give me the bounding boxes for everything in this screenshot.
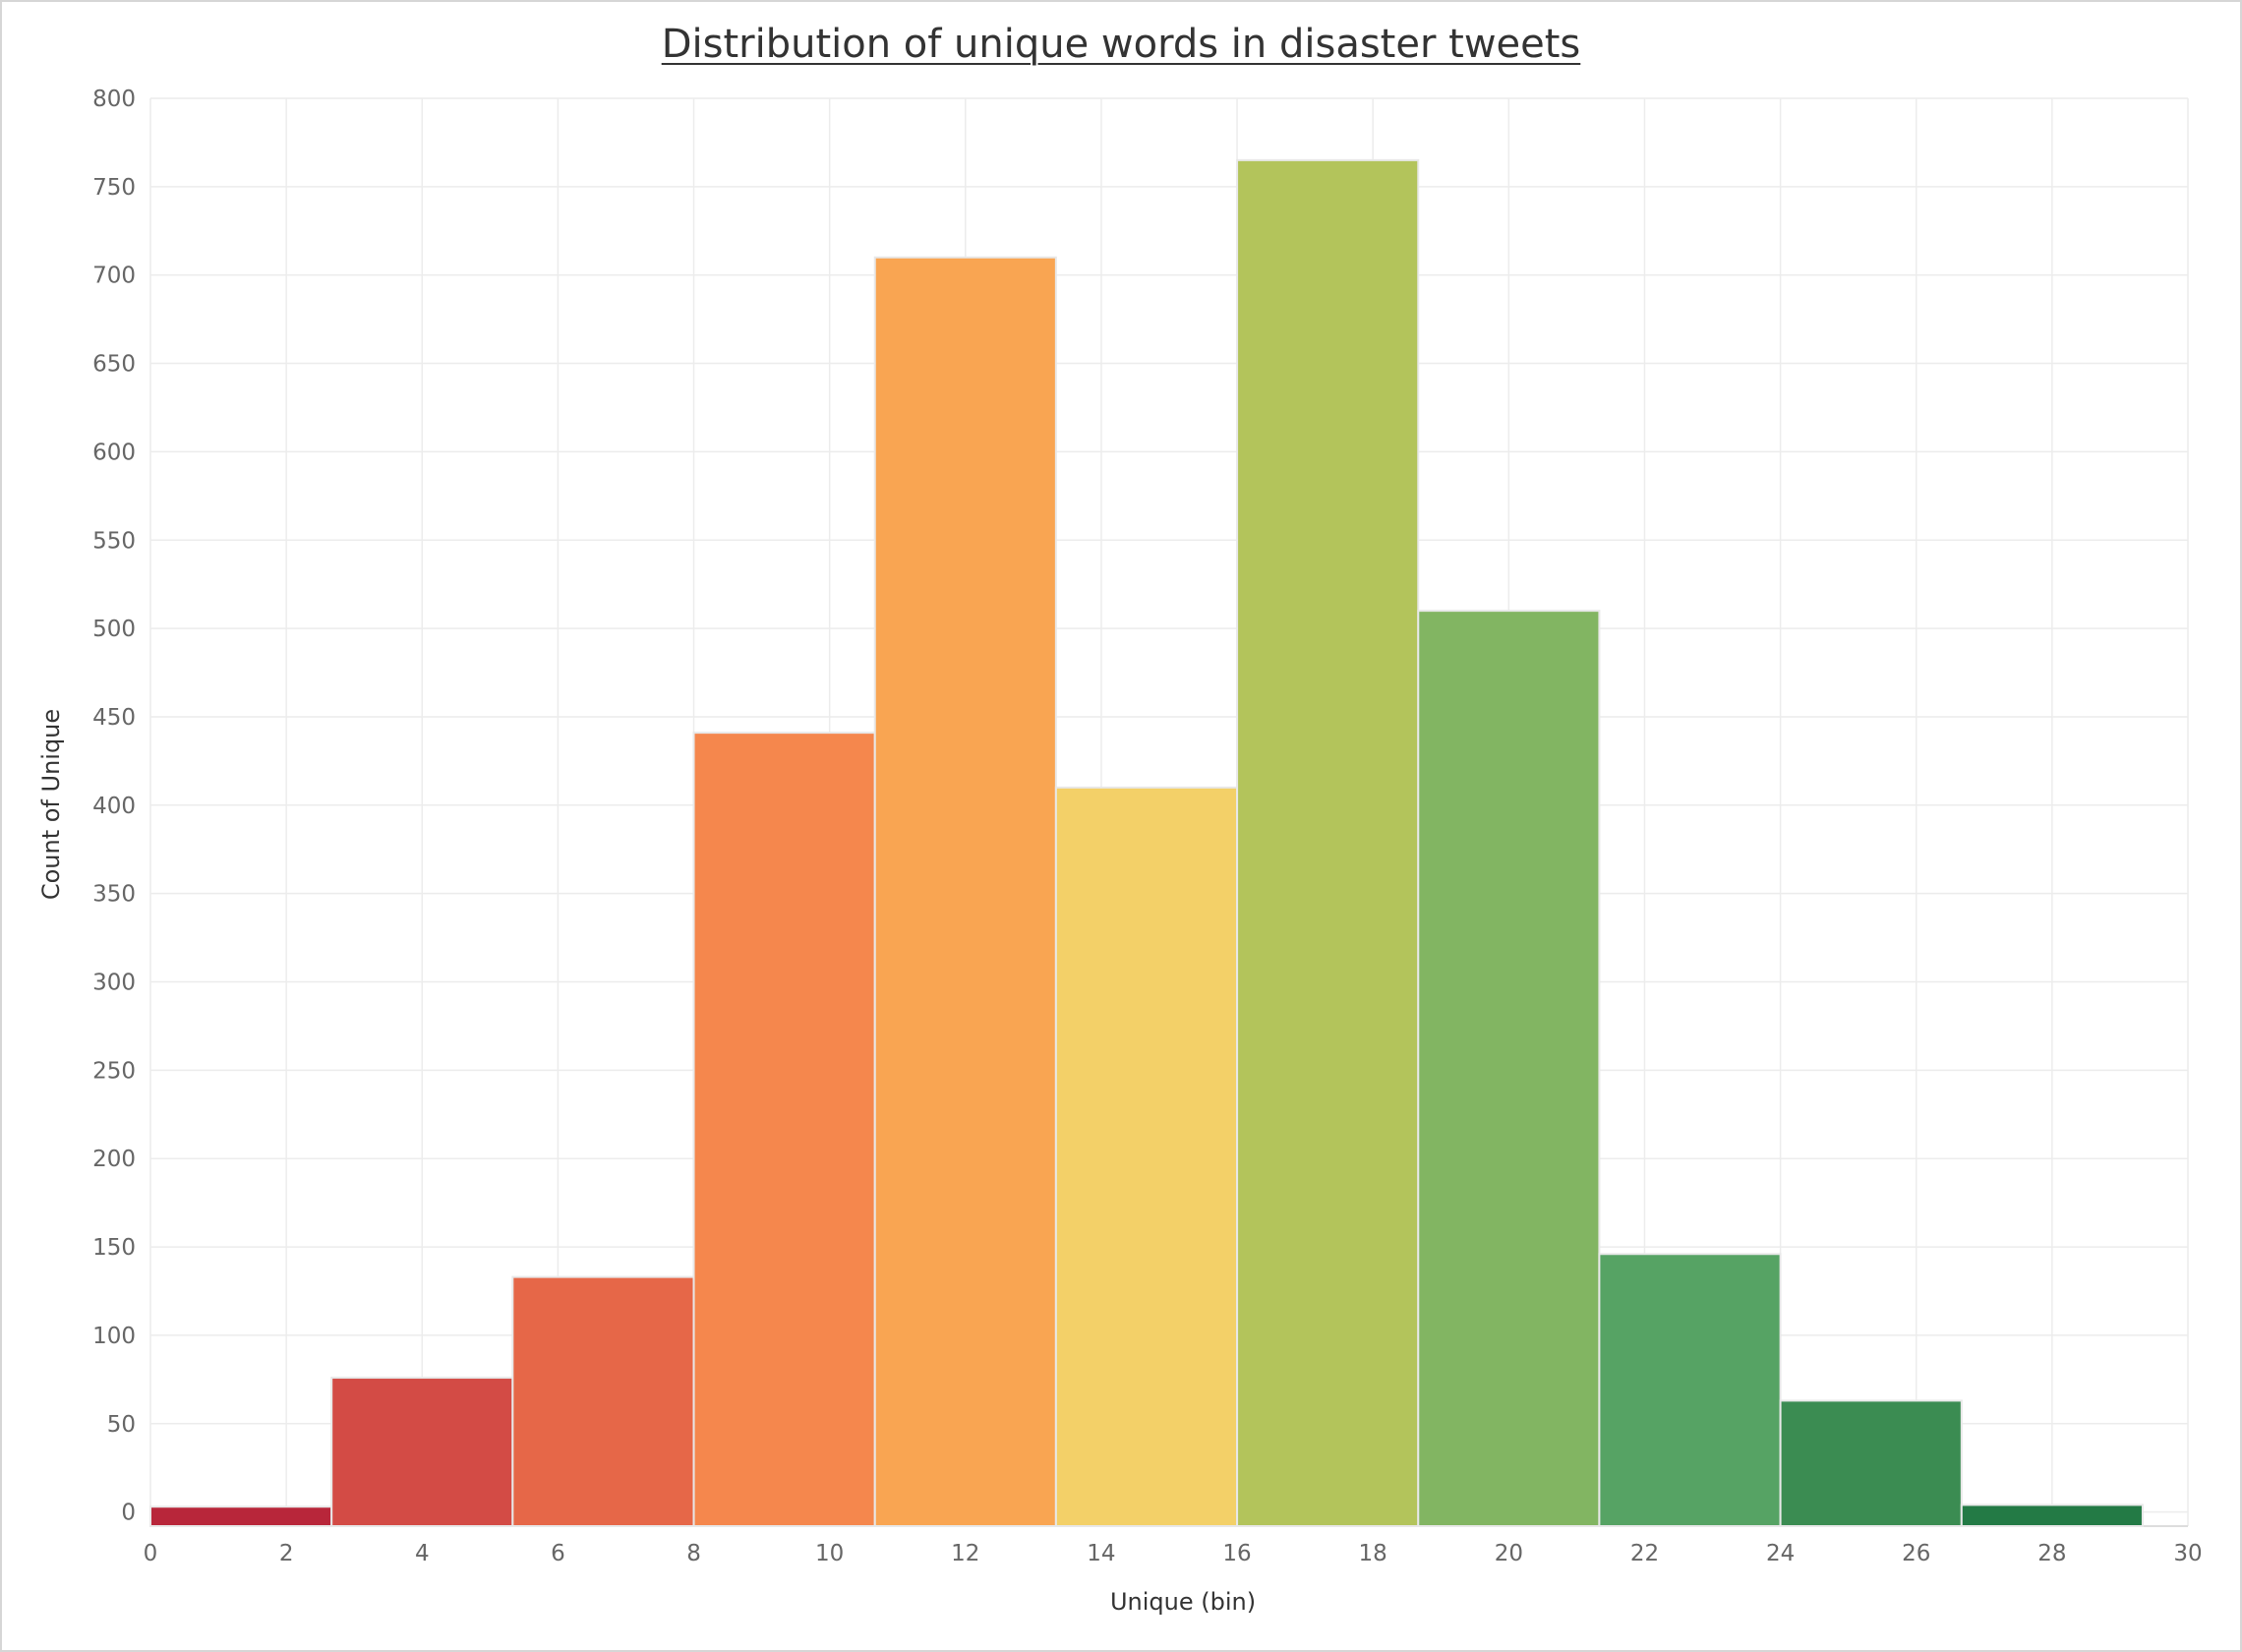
x-tick-label: 18 — [1359, 1541, 1387, 1566]
x-tick-label: 8 — [686, 1541, 701, 1566]
y-tick-label: 650 — [92, 352, 136, 378]
x-tick-label: 14 — [1087, 1541, 1115, 1566]
histogram-bar — [1236, 158, 1420, 1528]
histogram-bar — [1779, 1399, 1963, 1527]
y-tick-label: 150 — [92, 1235, 136, 1261]
x-tick-label: 6 — [551, 1541, 565, 1566]
x-axis-ticks: 0 2 4 6 8 10 12 14 16 18 20 22 24 26 28 30 — [144, 1541, 2203, 1566]
histogram-bar — [1417, 610, 1601, 1527]
histogram-bars — [149, 158, 2144, 1528]
x-tick-label: 16 — [1222, 1541, 1251, 1566]
histogram-bar — [149, 1505, 333, 1527]
y-tick-label: 50 — [107, 1412, 136, 1438]
y-axis-title: Count of Unique — [37, 709, 65, 900]
histogram-bar — [873, 256, 1057, 1527]
y-tick-label: 500 — [92, 617, 136, 642]
x-tick-label: 12 — [951, 1541, 979, 1566]
histogram-bar — [511, 1275, 695, 1527]
y-tick-label: 100 — [92, 1324, 136, 1349]
x-tick-label: 2 — [279, 1541, 294, 1566]
x-tick-label: 4 — [415, 1541, 430, 1566]
y-tick-label: 250 — [92, 1058, 136, 1084]
y-tick-label: 0 — [121, 1501, 136, 1526]
x-tick-label: 10 — [815, 1541, 844, 1566]
chart-title: Distribution of unique words in disaster… — [661, 22, 1581, 67]
y-tick-label: 550 — [92, 528, 136, 554]
x-tick-label: 26 — [1902, 1541, 1930, 1566]
y-tick-label: 600 — [92, 440, 136, 465]
y-tick-label: 800 — [92, 87, 136, 112]
histogram-bar — [1054, 786, 1239, 1527]
y-tick-label: 450 — [92, 705, 136, 731]
histogram-bar — [1598, 1253, 1782, 1528]
x-tick-label: 28 — [2037, 1541, 2066, 1566]
y-tick-label: 700 — [92, 264, 136, 289]
y-tick-label: 350 — [92, 882, 136, 908]
x-tick-label: 30 — [2173, 1541, 2202, 1566]
x-tick-label: 22 — [1630, 1541, 1659, 1566]
histogram-bar — [330, 1377, 514, 1528]
histogram-bar — [692, 732, 876, 1527]
y-tick-label: 200 — [92, 1147, 136, 1172]
y-tick-label: 400 — [92, 794, 136, 819]
x-tick-label: 24 — [1766, 1541, 1795, 1566]
y-tick-label: 300 — [92, 971, 136, 996]
x-tick-label: 0 — [144, 1541, 158, 1566]
x-axis-title: Unique (bin) — [1110, 1588, 1256, 1616]
y-axis-ticks: 0 50 100 150 200 250 300 350 400 450 500 550 600 650 7… — [92, 87, 136, 1526]
x-tick-label: 20 — [1495, 1541, 1523, 1566]
histogram-bar — [1960, 1504, 2144, 1528]
y-tick-label: 750 — [92, 175, 136, 201]
